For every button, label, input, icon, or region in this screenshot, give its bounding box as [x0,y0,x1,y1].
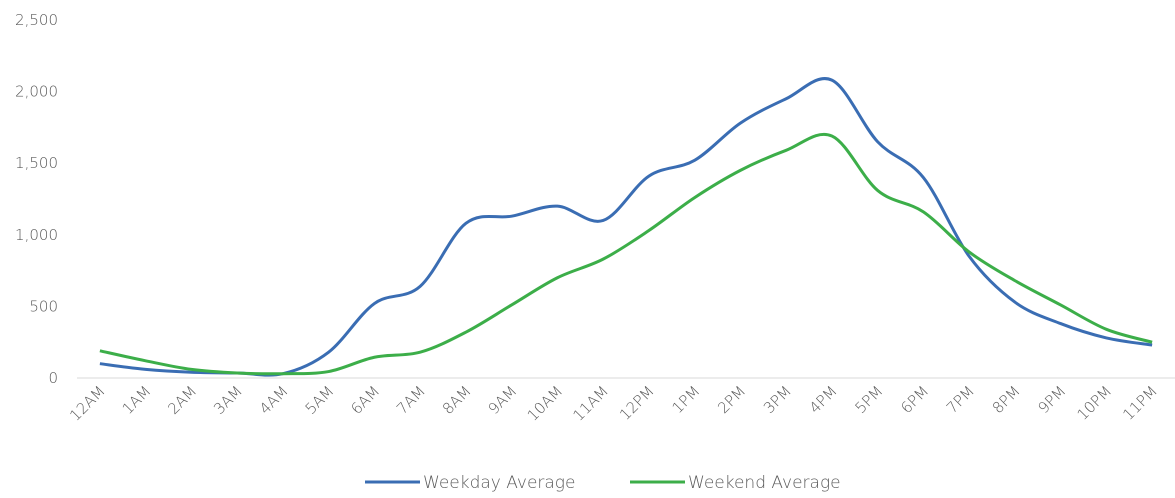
x-tick-label: 6AM [347,382,383,418]
x-tick-label: 10AM [524,382,567,425]
series-line [99,77,1153,377]
x-tick-label: 4AM [256,382,292,418]
x-tick-label: 3PM [760,382,795,417]
y-tick-label: 1,500 [15,154,58,172]
legend-label: Weekday Average [423,473,575,493]
legend-label: Weekend Average [688,473,841,493]
y-tick-label: 500 [29,297,58,315]
y-tick-label: 2,000 [15,83,58,101]
x-tick-label: 7AM [393,382,429,418]
x-tick-label: 2AM [164,382,200,418]
x-tick-label: 3AM [210,382,246,418]
y-tick-label: 1,000 [15,226,58,244]
x-tick-label: 12PM [616,382,658,424]
series-line [99,132,1153,376]
x-tick-label: 11AM [569,382,612,425]
x-tick-label: 7PM [943,382,978,417]
y-tick-label: 2,500 [15,11,58,29]
x-tick-label: 8AM [439,382,475,418]
x-tick-label: 9PM [1034,382,1069,417]
x-tick-label: 8PM [989,382,1024,417]
x-tick-label: 4PM [806,382,841,417]
x-tick-label: 2PM [714,382,749,417]
x-tick-label: 1PM [668,382,703,417]
x-tick-label: 6PM [897,382,932,417]
x-tick-label: 5PM [851,382,886,417]
x-tick-label: 9AM [485,382,521,418]
x-tick-label: 10PM [1073,382,1115,424]
x-tick-label: 5AM [302,382,338,418]
x-tick-label: 11PM [1119,382,1161,424]
x-tick-label: 12AM [66,382,109,425]
x-tick-label: 1AM [119,382,155,418]
y-tick-label: 0 [48,369,58,387]
